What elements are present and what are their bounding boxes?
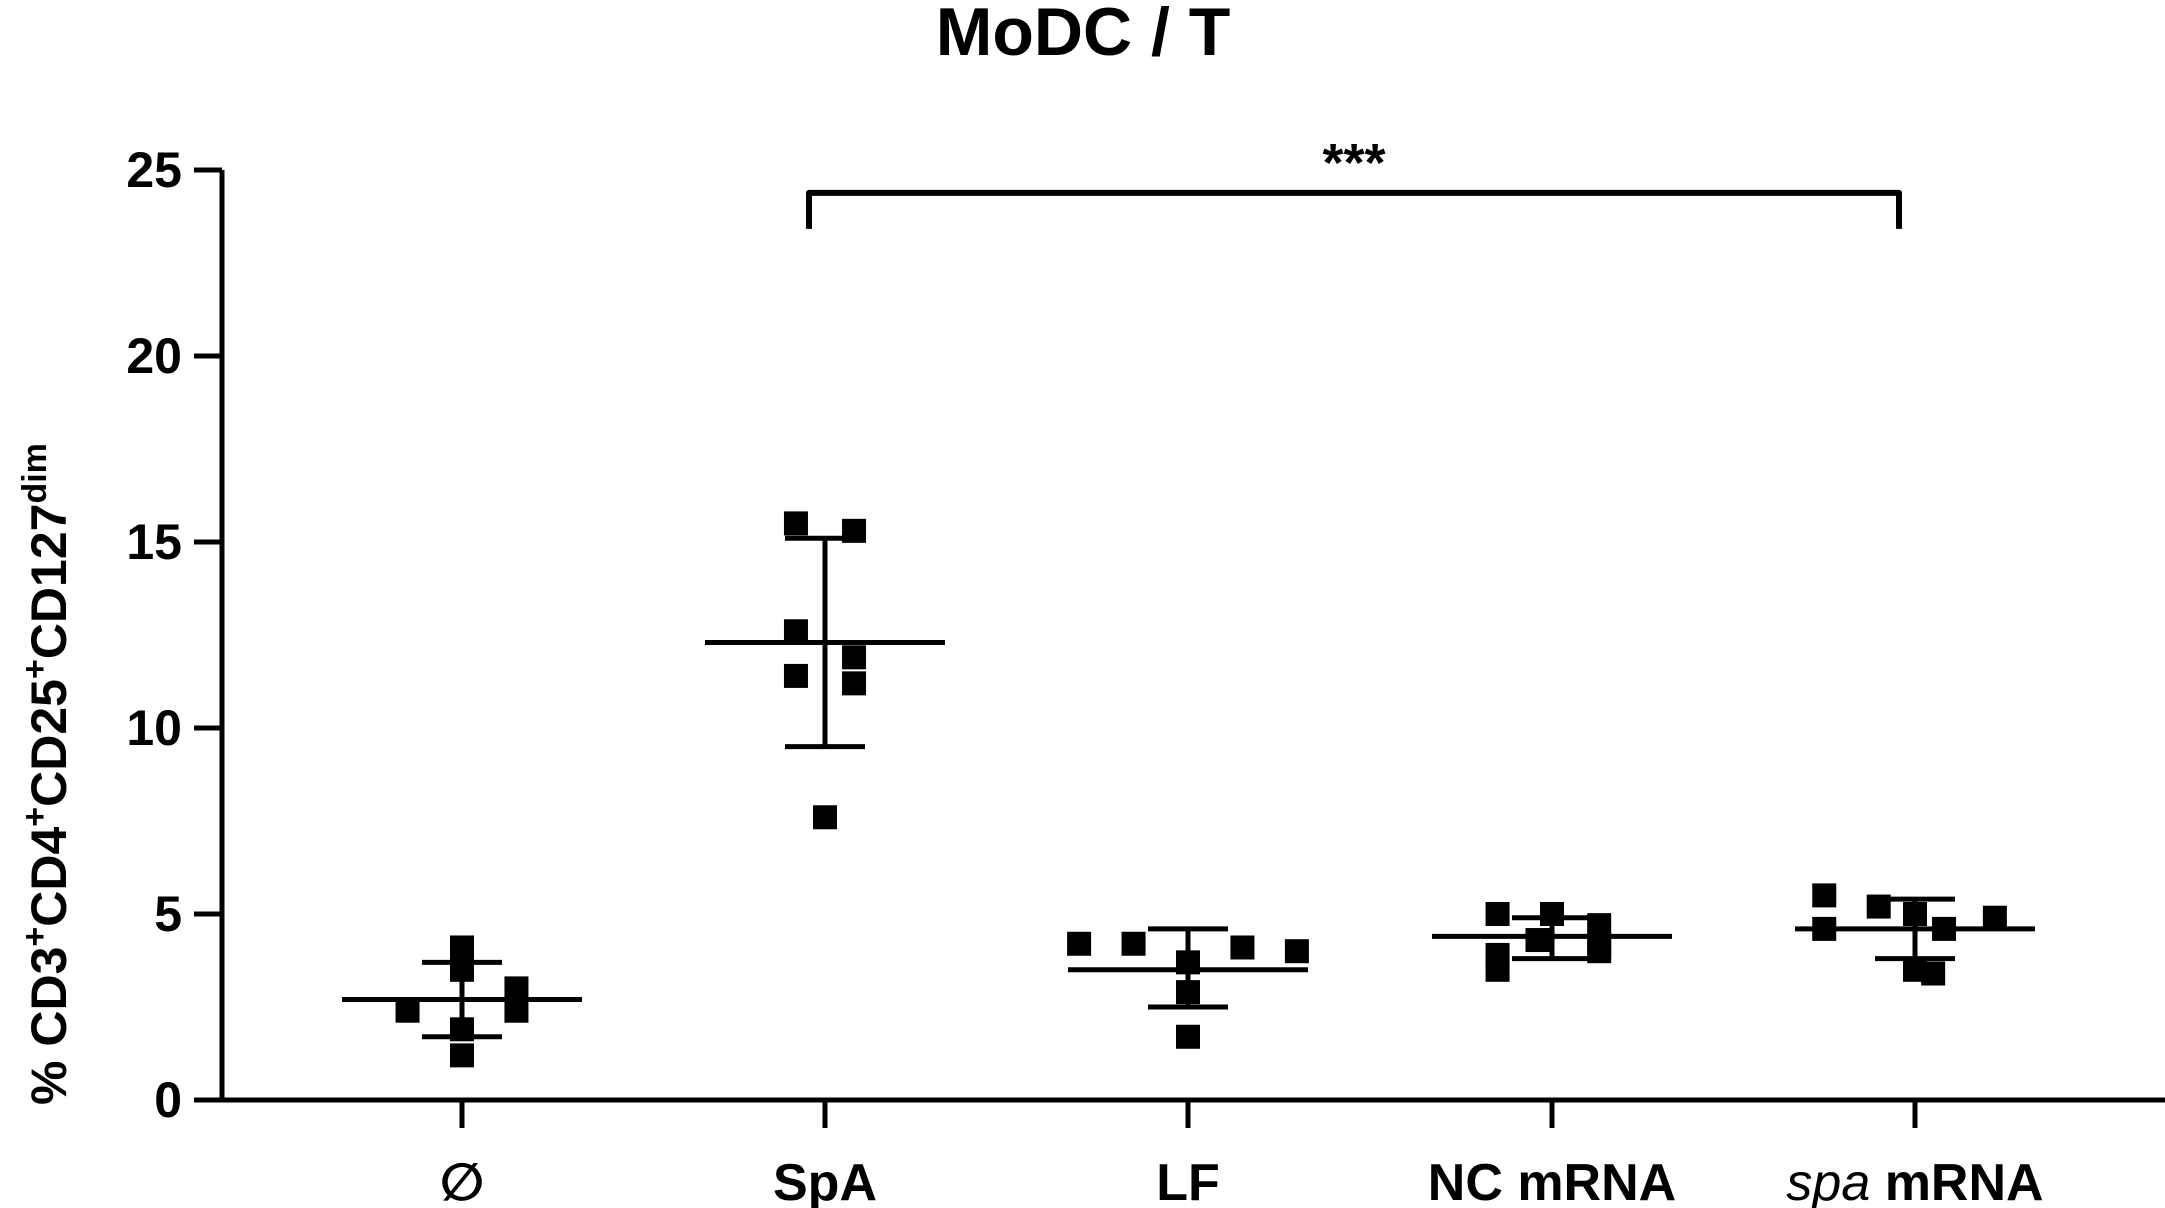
- x-tick-label: spa mRNA: [1786, 1154, 2043, 1208]
- data-point: [504, 976, 529, 1001]
- y-tick-label: 0: [154, 1072, 182, 1128]
- data-point: [450, 1017, 474, 1042]
- data-point: [1982, 905, 2007, 930]
- x-tick-label: LF: [1156, 1154, 1220, 1208]
- data-point: [1903, 902, 1927, 926]
- data-point: [1067, 931, 1092, 956]
- data-point: [813, 805, 837, 830]
- data-points: [395, 511, 2007, 1068]
- y-axis-label-part: CD25: [21, 679, 77, 807]
- data-point: [1866, 894, 1891, 919]
- y-axis-label-part: +: [16, 927, 54, 947]
- data-point: [450, 1043, 474, 1068]
- x-tick-label: ∅: [440, 1154, 485, 1208]
- data-point: [1921, 961, 1946, 986]
- y-tick-label: 10: [126, 700, 182, 756]
- data-point: [1284, 939, 1309, 964]
- data-point: [1932, 916, 1957, 941]
- x-ticks: ∅ SpA LF NC mRNA spa mRNA: [440, 1100, 2044, 1208]
- data-point: [783, 663, 808, 688]
- data-point: [504, 998, 529, 1023]
- data-point: [1121, 931, 1146, 956]
- y-axis-label: % CD3+CD4+CD25+CD127dim: [16, 443, 77, 1105]
- data-point: [1485, 957, 1510, 982]
- data-point: [1176, 1024, 1200, 1049]
- data-point: [1540, 902, 1564, 926]
- data-point: [842, 671, 867, 696]
- x-tick-label-italic: spa: [1786, 1154, 1870, 1208]
- data-point: [842, 645, 867, 670]
- y-axis-label-part: % CD3: [21, 947, 77, 1105]
- data-point: [783, 511, 808, 536]
- data-point: [1587, 939, 1612, 964]
- x-tick-label: SpA: [773, 1154, 877, 1208]
- x-tick-label-plain: mRNA: [1870, 1154, 2043, 1208]
- y-axis-label-part: +: [16, 807, 54, 827]
- significance-bracket: [806, 189, 1902, 229]
- y-axis-label-part: CD127: [21, 504, 77, 660]
- y-axis-label-part: CD4: [21, 827, 77, 927]
- y-axis-label-part: +: [16, 659, 54, 679]
- y-tick-label: 5: [154, 886, 182, 942]
- data-point: [842, 518, 867, 543]
- data-point: [1176, 950, 1200, 975]
- data-point: [1176, 980, 1200, 1005]
- axes: [219, 170, 2165, 1103]
- y-ticks: 0 5 10 15 20 25: [126, 142, 222, 1128]
- data-point: [783, 619, 808, 644]
- data-point: [450, 957, 474, 982]
- y-tick-label: 25: [126, 142, 182, 198]
- chart-title: MoDC / T: [936, 0, 1231, 70]
- x-tick-label: NC mRNA: [1428, 1154, 1676, 1208]
- data-point: [1525, 928, 1550, 953]
- data-point: [1485, 902, 1510, 926]
- significance-annotations: ***: [806, 133, 1902, 229]
- data-point: [1812, 916, 1837, 941]
- data-point: [450, 935, 474, 960]
- svg-text:% CD3+CD4+CD25+CD127dim: % CD3+CD4+CD25+CD127dim: [16, 443, 77, 1105]
- y-tick-label: 20: [126, 328, 182, 384]
- significance-label: ***: [1322, 133, 1385, 193]
- data-point: [395, 998, 420, 1023]
- data-point: [1230, 935, 1255, 960]
- data-point: [1812, 883, 1837, 908]
- y-axis-label-part: dim: [16, 443, 54, 503]
- y-tick-label: 15: [126, 514, 182, 570]
